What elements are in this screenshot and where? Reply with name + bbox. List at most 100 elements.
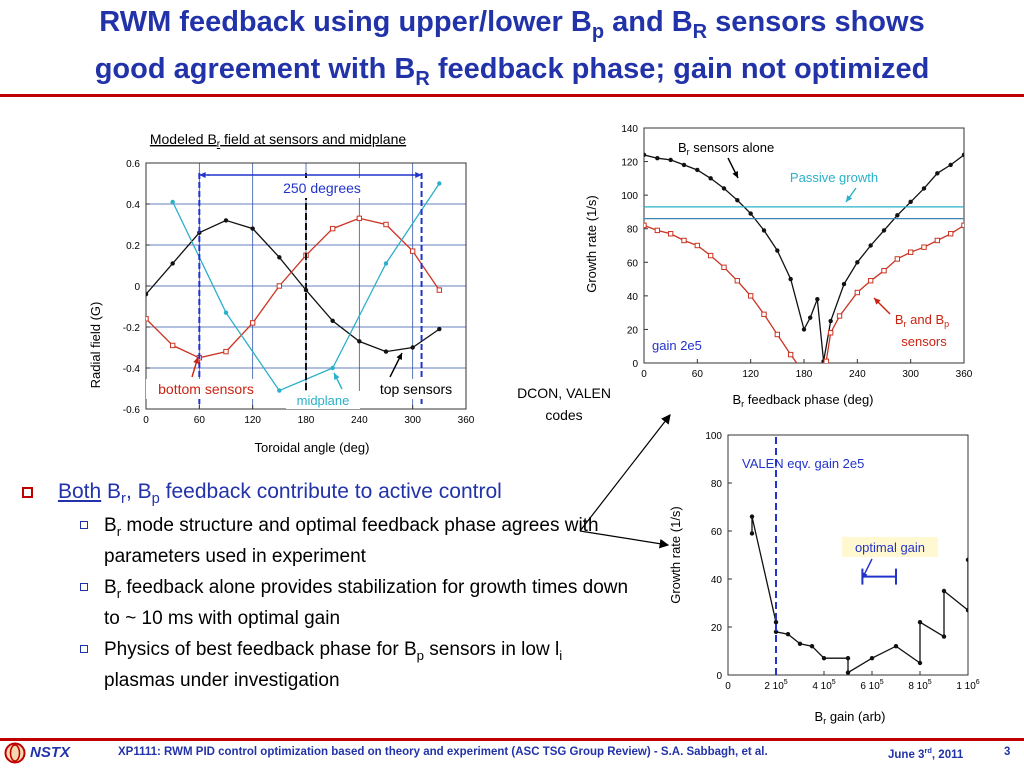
- y-tick-label: 140: [621, 124, 638, 135]
- data-point: [774, 331, 781, 338]
- nstx-logo-icon: [4, 742, 26, 764]
- data-point: [146, 316, 149, 322]
- y-tick-label: 0.6: [126, 159, 140, 170]
- bullet-sub: p: [416, 647, 425, 663]
- data-point: [788, 276, 793, 282]
- title-text: and B: [604, 6, 693, 38]
- data-point: [961, 222, 964, 229]
- data-point: [845, 670, 851, 675]
- data-point: [170, 199, 175, 205]
- span-arrow-right-head: [415, 171, 422, 179]
- sub-bullet-icon: [80, 644, 88, 653]
- data-point: [249, 320, 256, 326]
- y-tick-label: -0.6: [123, 405, 141, 416]
- span-arrow-left-head: [199, 171, 206, 179]
- arrow-to-phase-chart: [579, 414, 671, 532]
- gain-label: gain 2e5: [652, 338, 702, 353]
- data-point: [277, 255, 282, 260]
- midplane-bg: [286, 391, 360, 409]
- chart1-xlabel: Toroidal angle (deg): [255, 440, 370, 455]
- br-bp-label: Br and Bp: [895, 312, 949, 329]
- data-point: [749, 531, 755, 536]
- data-point: [828, 318, 833, 324]
- br-alone-text: B: [678, 140, 687, 155]
- bullet-text: sensors in low l: [424, 638, 560, 660]
- data-point: [907, 249, 914, 255]
- data-point: [169, 342, 176, 349]
- x-tick-label: 4 105: [812, 679, 835, 692]
- data-point: [948, 162, 953, 168]
- x-tick-label: 0: [143, 415, 149, 426]
- x-tick-label: 0: [725, 681, 731, 692]
- data-point: [965, 608, 968, 613]
- bullet-text: , B: [125, 480, 152, 503]
- y-tick-label: 40: [627, 292, 639, 303]
- data-point: [735, 197, 740, 203]
- feedback-gain-chart: 0 2 105 4 105 6 105 8 105 1 106 100 80 60 40 20 0 VA…: [668, 431, 980, 725]
- optimal-gain-label: optimal gain: [855, 540, 925, 555]
- pointer-arrows: [579, 414, 671, 549]
- chart3-xlabel: Br gain (arb): [815, 709, 886, 725]
- x-tick-label: 180: [796, 369, 813, 380]
- bottom-sensors-arrow-head: [193, 357, 200, 364]
- data-point: [410, 345, 415, 350]
- data-point: [223, 218, 229, 223]
- midplane-arrow-head: [334, 373, 340, 380]
- data-point: [356, 215, 363, 222]
- chart2-ylabel: Growth rate (1/s): [584, 195, 599, 293]
- arrow-to-gain-chart: [579, 530, 670, 549]
- bullet-text: B: [104, 515, 117, 537]
- data-point: [276, 283, 283, 289]
- data-point: [303, 287, 309, 293]
- data-point: [668, 157, 673, 163]
- data-point: [667, 231, 674, 237]
- x-tick-label: 360: [458, 415, 475, 426]
- br-bp-label-2: sensors: [901, 334, 947, 349]
- data-point: [854, 289, 861, 296]
- bullet-sub: i: [559, 647, 563, 663]
- chart1-title: Modeled Br field at sensors and midplane: [150, 131, 406, 150]
- data-point: [773, 629, 779, 634]
- data-point: [941, 588, 947, 594]
- br-bp-text: B: [895, 312, 904, 327]
- x-tick-label: 1 106: [956, 679, 979, 692]
- data-point: [935, 171, 940, 176]
- data-point: [773, 620, 779, 625]
- y-tick-label: 100: [705, 431, 722, 442]
- dcon-valen-label: DCON, VALEN codes: [496, 382, 632, 426]
- data-point: [329, 225, 336, 232]
- y-tick-label: 0.4: [126, 200, 140, 211]
- x-tick-label: 8 105: [908, 679, 931, 692]
- x-tick-exponent: 6: [976, 679, 980, 686]
- y-tick-label: 20: [627, 325, 639, 336]
- data-point: [708, 176, 713, 181]
- title-text: feedback phase; gain not optimized: [429, 52, 930, 85]
- br-bp-arrow-head: [874, 298, 881, 305]
- title-subscript: p: [591, 20, 605, 43]
- data-point: [170, 261, 175, 266]
- data-point: [681, 162, 687, 168]
- x-tick-exponent: 5: [928, 679, 932, 686]
- data-point: [223, 348, 229, 355]
- data-point: [681, 237, 687, 244]
- data-point: [808, 315, 813, 320]
- span-label-bg: [266, 178, 376, 198]
- title-text: RWM feedback using upper/lower B: [99, 6, 592, 38]
- data-point: [895, 213, 900, 218]
- data-point: [881, 267, 887, 274]
- title-line-1: RWM feedback using upper/lower Bp and BR…: [0, 4, 1024, 51]
- y-tick-label: 0: [134, 282, 140, 293]
- series-line-1: [146, 217, 440, 359]
- y-tick-label: 20: [711, 623, 723, 634]
- dcon-line-2: codes: [545, 407, 583, 423]
- title-text: sensors shows: [707, 6, 925, 38]
- data-point: [827, 330, 834, 336]
- footer-page-number: 3: [1004, 746, 1011, 758]
- midplane-label: midplane: [297, 393, 350, 408]
- bullet-sub-3: Physics of best feedback phase for Bp se…: [22, 637, 634, 693]
- top-sensors-bg: [368, 379, 464, 399]
- data-point: [815, 297, 820, 302]
- passive-growth-label: Passive growth: [790, 170, 878, 185]
- x-tick-label: 60: [194, 415, 206, 426]
- bullet-text: B: [104, 576, 117, 598]
